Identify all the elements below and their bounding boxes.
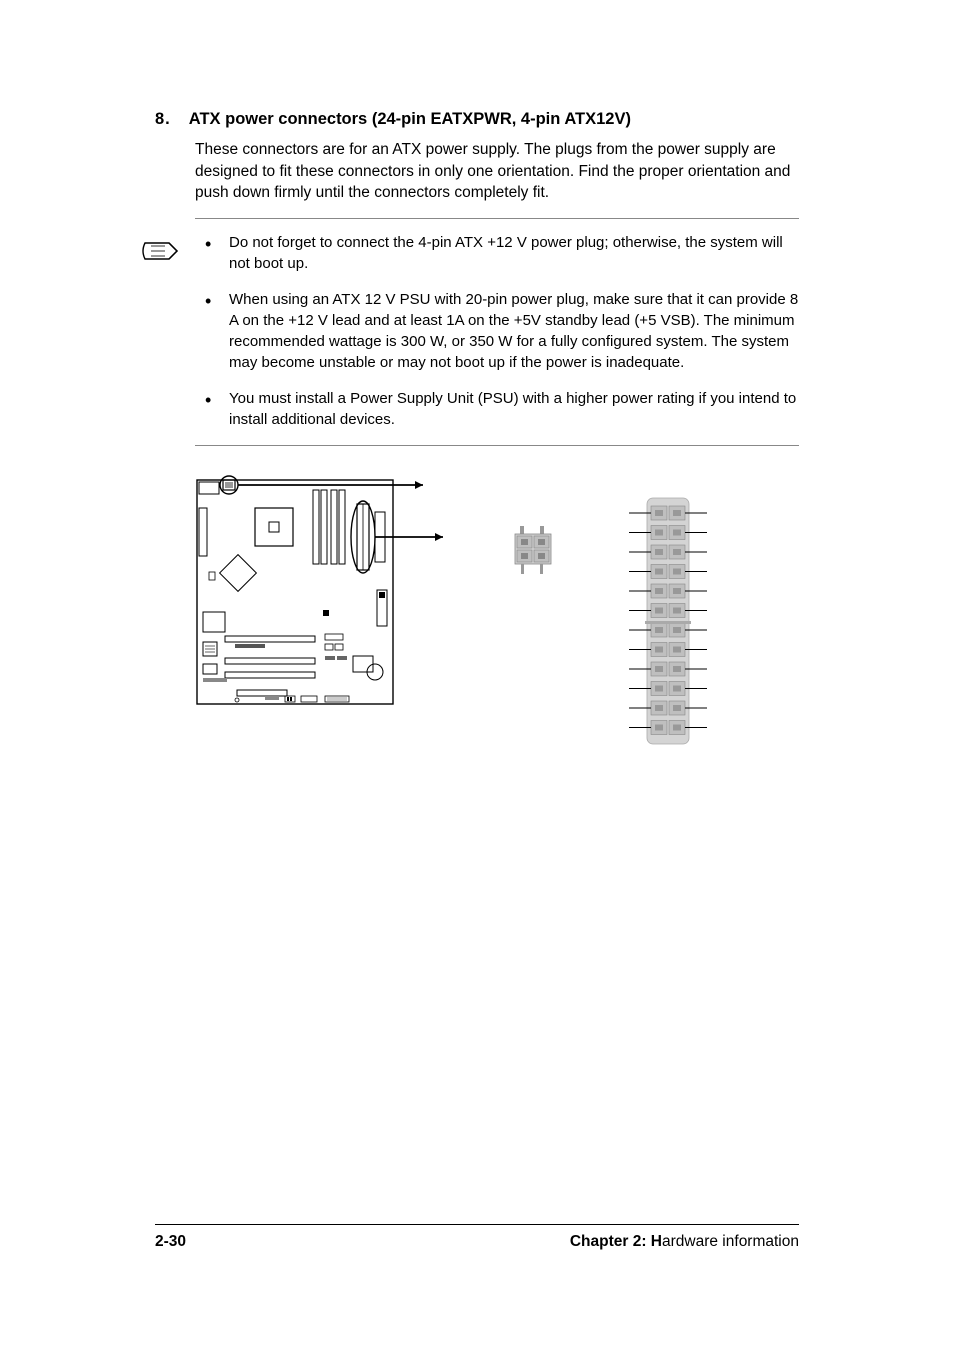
section-number: 8. <box>155 110 171 129</box>
intro-paragraph: These connectors are for an ATX power su… <box>195 139 799 204</box>
chapter-label: Chapter 2: Hardware information <box>570 1233 799 1251</box>
note-item: Do not forget to connect the 4-pin ATX +… <box>195 233 799 274</box>
pencil-icon <box>139 237 183 274</box>
motherboard-diagram <box>195 472 443 715</box>
connector-24pin-diagram <box>623 492 713 757</box>
note-box: Do not forget to connect the 4-pin ATX +… <box>195 218 799 446</box>
page-content: 8. ATX power connectors (24-pin EATXPWR,… <box>155 110 799 757</box>
page-footer: 2-30 Chapter 2: Hardware information <box>155 1224 799 1251</box>
note-item: When using an ATX 12 V PSU with 20-pin p… <box>195 290 799 373</box>
section-heading: 8. ATX power connectors (24-pin EATXPWR,… <box>155 110 799 129</box>
note-list: Do not forget to connect the 4-pin ATX +… <box>195 233 799 431</box>
connector-4pin-diagram <box>513 526 553 579</box>
page-number: 2-30 <box>155 1233 186 1251</box>
note-item: You must install a Power Supply Unit (PS… <box>195 389 799 430</box>
diagram-row <box>195 472 799 757</box>
section-title: ATX power connectors (24-pin EATXPWR, 4-… <box>189 110 631 129</box>
